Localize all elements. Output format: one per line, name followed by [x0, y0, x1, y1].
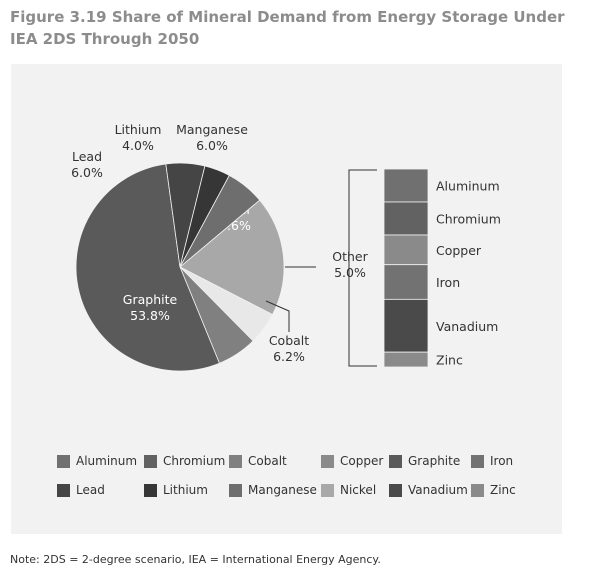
legend-swatch [57, 454, 70, 468]
figure-title: Figure 3.19 Share of Mineral Demand from… [10, 8, 565, 48]
legend-label: Lithium [163, 483, 208, 497]
legend-item-chromium: Chromium [144, 453, 225, 469]
legend-swatch [321, 483, 334, 497]
pie-value-graphite: 53.8% [130, 308, 170, 323]
other-bar-segment-aluminum [383, 168, 429, 203]
legend-swatch [144, 483, 157, 497]
legend-swatch [389, 454, 402, 468]
other-bar-label-aluminum: Aluminum [436, 179, 500, 194]
legend-label: Copper [340, 454, 384, 468]
legend-label: Cobalt [248, 454, 287, 468]
legend-swatch [321, 454, 334, 468]
legend-label: Chromium [163, 454, 226, 468]
legend-item-copper: Copper [321, 453, 383, 469]
legend-swatch [471, 454, 484, 468]
pie-label-graphite: Graphite [123, 292, 178, 307]
legend-swatch [471, 483, 484, 497]
pie-label-lead: Lead [72, 149, 102, 164]
legend-item-graphite: Graphite [389, 453, 460, 469]
legend-item-lead: Lead [57, 482, 105, 498]
other-bar-segment-zinc [383, 351, 429, 368]
legend-label: Iron [490, 454, 514, 468]
legend-item-nickel: Nickel [321, 482, 376, 498]
pie-label-manganese: Manganese [176, 122, 248, 137]
other-bar-label-zinc: Zinc [436, 353, 463, 368]
other-bar-segment-vanadium [383, 298, 429, 353]
legend-swatch [57, 483, 70, 497]
pie-value-cobalt: 6.2% [273, 349, 305, 364]
legend-swatch [229, 483, 242, 497]
other-bar-segment-copper [383, 234, 429, 266]
legend-label: Nickel [340, 483, 377, 497]
pie-value-lithium: 4.0% [122, 138, 154, 153]
other-bar-segment-chromium [383, 201, 429, 236]
other-bar-label-copper: Copper [436, 243, 482, 258]
legend-item-iron: Iron [471, 453, 513, 469]
other-bracket [348, 169, 377, 367]
other-bar-segment-iron [383, 264, 429, 300]
legend-label: Manganese [248, 483, 317, 497]
chart-panel: Nickel18.6%Other5.0%Cobalt6.2%Graphite53… [11, 64, 562, 534]
legend-label: Aluminum [76, 454, 138, 468]
legend-label: Graphite [408, 454, 461, 468]
pie-slice-graphite [75, 163, 220, 372]
legend-item-cobalt: Cobalt [229, 453, 287, 469]
legend-item-zinc: Zinc [471, 482, 516, 498]
pie-value-lead: 6.0% [71, 165, 103, 180]
legend-item-lithium: Lithium [144, 482, 208, 498]
legend-swatch [389, 483, 402, 497]
legend-item-manganese: Manganese [229, 482, 317, 498]
cobalt-leader-line [265, 300, 290, 332]
legend-item-aluminum: Aluminum [57, 453, 137, 469]
other-bar-label-vanadium: Vanadium [436, 319, 498, 334]
pie-label-cobalt: Cobalt [269, 333, 309, 348]
legend-swatch [229, 454, 242, 468]
pie-chart: Nickel18.6%Other5.0%Cobalt6.2%Graphite53… [71, 122, 501, 372]
legend-swatch [144, 454, 157, 468]
pie-label-other: Other [332, 249, 368, 264]
other-bar-label-iron: Iron [436, 275, 460, 290]
legend-label: Lead [76, 483, 105, 497]
pie-value-manganese: 6.0% [196, 138, 228, 153]
figure-note: Note: 2DS = 2-degree scenario, IEA = Int… [10, 553, 381, 566]
pie-value-other: 5.0% [334, 265, 366, 280]
legend-label: Zinc [490, 483, 516, 497]
legend-label: Vanadium [408, 483, 468, 497]
legend-item-vanadium: Vanadium [389, 482, 468, 498]
other-bar-label-chromium: Chromium [436, 212, 501, 227]
pie-slice-manganese [179, 174, 261, 268]
pie-label-lithium: Lithium [115, 122, 162, 137]
